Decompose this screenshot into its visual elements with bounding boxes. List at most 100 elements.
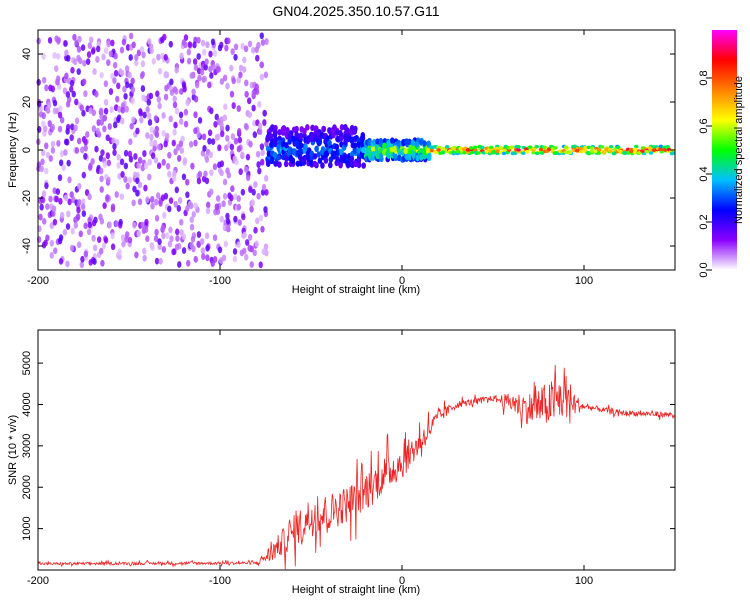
spectrogram-cell [96,119,101,126]
spectrogram-cell [196,36,201,44]
spectrogram-cell [100,149,105,157]
spectrogram-cell [245,174,251,182]
spectrogram-cell [119,69,125,77]
spectrogram-cell [298,147,303,155]
spectrogram-cell [262,119,267,126]
spectrogram-cell [632,150,638,155]
colorbar-tick-label: 0.0 [698,262,710,277]
spectrogram-cell [163,192,169,200]
spectrogram-cell [501,151,507,156]
spectrogram-cell [181,247,187,254]
spectrogram-cell [382,142,387,149]
spectrogram-cell [77,35,82,43]
spectrogram-cell [94,145,99,153]
spectrogram-cell [215,65,221,73]
spectrogram-cell [153,156,159,164]
spectrogram-cell [114,191,119,198]
spectrogram-cell [378,148,383,155]
spectrogram-cell [258,214,264,222]
spectrogram-cell [386,152,391,159]
spectrogram-cell [128,138,133,146]
spectrogram-cell [42,217,47,225]
spectrogram-cell [113,69,119,77]
spectrogram-cell [150,196,155,203]
spectrogram-cell [150,152,156,160]
spectrogram-cell [484,146,489,151]
spectrogram-cell [83,250,89,258]
spectrogram-cell [36,78,41,86]
spectrogram-cell [81,171,87,179]
spectrogram-cell [465,148,471,152]
spectrogram-cell [480,145,485,150]
spectrogram-cell [119,193,125,200]
y-tick-label: 3000 [21,434,33,458]
spectrogram-cell [189,223,195,231]
spectrogram-cell [283,160,289,168]
spectrogram-cell [45,203,50,211]
spectrogram-cell [323,157,329,164]
spectrogram-cell [189,202,194,210]
spectrogram-cell [193,255,198,263]
spectrogram-cell [127,236,133,244]
spectrogram-cell [71,196,76,204]
spectrogram-cell [90,48,96,55]
spectrogram-cell [74,39,79,47]
spectrogram-cell [212,234,218,242]
spectrogram-cell [80,255,85,263]
spectrogram-cell [245,153,251,161]
spectrogram-cell [87,42,92,50]
spectrogram-cell [134,59,139,67]
spectrogram-cell [50,123,56,131]
spectrogram-cell [183,120,189,128]
spectrogram-cell [233,53,238,61]
spectrogram-cell [236,203,242,211]
spectrogram-cell [328,161,333,169]
spectrogram-cell [199,238,205,245]
spectrogram-cell [440,150,446,155]
spectrogram-cell [534,144,540,149]
spectrogram-cell [55,188,61,196]
spectrogram-cell [62,87,68,95]
spectrogram-cell [236,105,241,112]
spectrogram-cell [249,245,255,253]
spectrogram-cell [78,230,83,238]
spectrogram-cell [331,131,336,139]
spectrogram-cell [133,153,138,160]
spectrogram-cell [243,122,249,130]
spectrogram-cell [280,125,286,133]
spectrogram-cell [53,247,58,255]
y-tick-label: -20 [21,190,33,206]
snr-ylabel: SNR (10 * v/v) [7,415,19,485]
spectrogram-cell [135,172,140,179]
spectrogram-cell [63,194,69,202]
spectrogram-ylabel: Frequency (Hz) [7,112,19,188]
spectrogram-cell [145,235,150,243]
spectrogram-cell [334,143,340,151]
spectrogram-cell [55,78,60,86]
spectrogram-cell [83,144,88,152]
spectrogram-cell [250,46,256,54]
spectrogram-cell [179,147,185,154]
spectrogram-cell [219,160,225,168]
y-tick-label: 20 [21,96,33,108]
spectrogram-cell [259,61,265,69]
spectrogram-cell [422,140,427,147]
spectrogram-cell [455,149,461,154]
spectrogram-cell [87,193,92,201]
spectrogram-cell [80,203,86,211]
spectrogram-cell [39,203,44,211]
spectrogram-cell [125,81,130,89]
spectrogram-cell [95,56,100,63]
spectrogram-cell [200,39,206,47]
spectrogram-cell [229,90,235,98]
spectrogram-cell [256,161,261,168]
spectrogram-cell [205,41,210,49]
spectrogram-cell [209,72,214,79]
spectrogram-cell [221,200,226,208]
spectrogram-cell [210,138,216,146]
spectrogram-cell [99,186,104,193]
spectrogram-cell [183,41,188,49]
snr-background [38,330,675,570]
spectrogram-cell [168,40,174,48]
